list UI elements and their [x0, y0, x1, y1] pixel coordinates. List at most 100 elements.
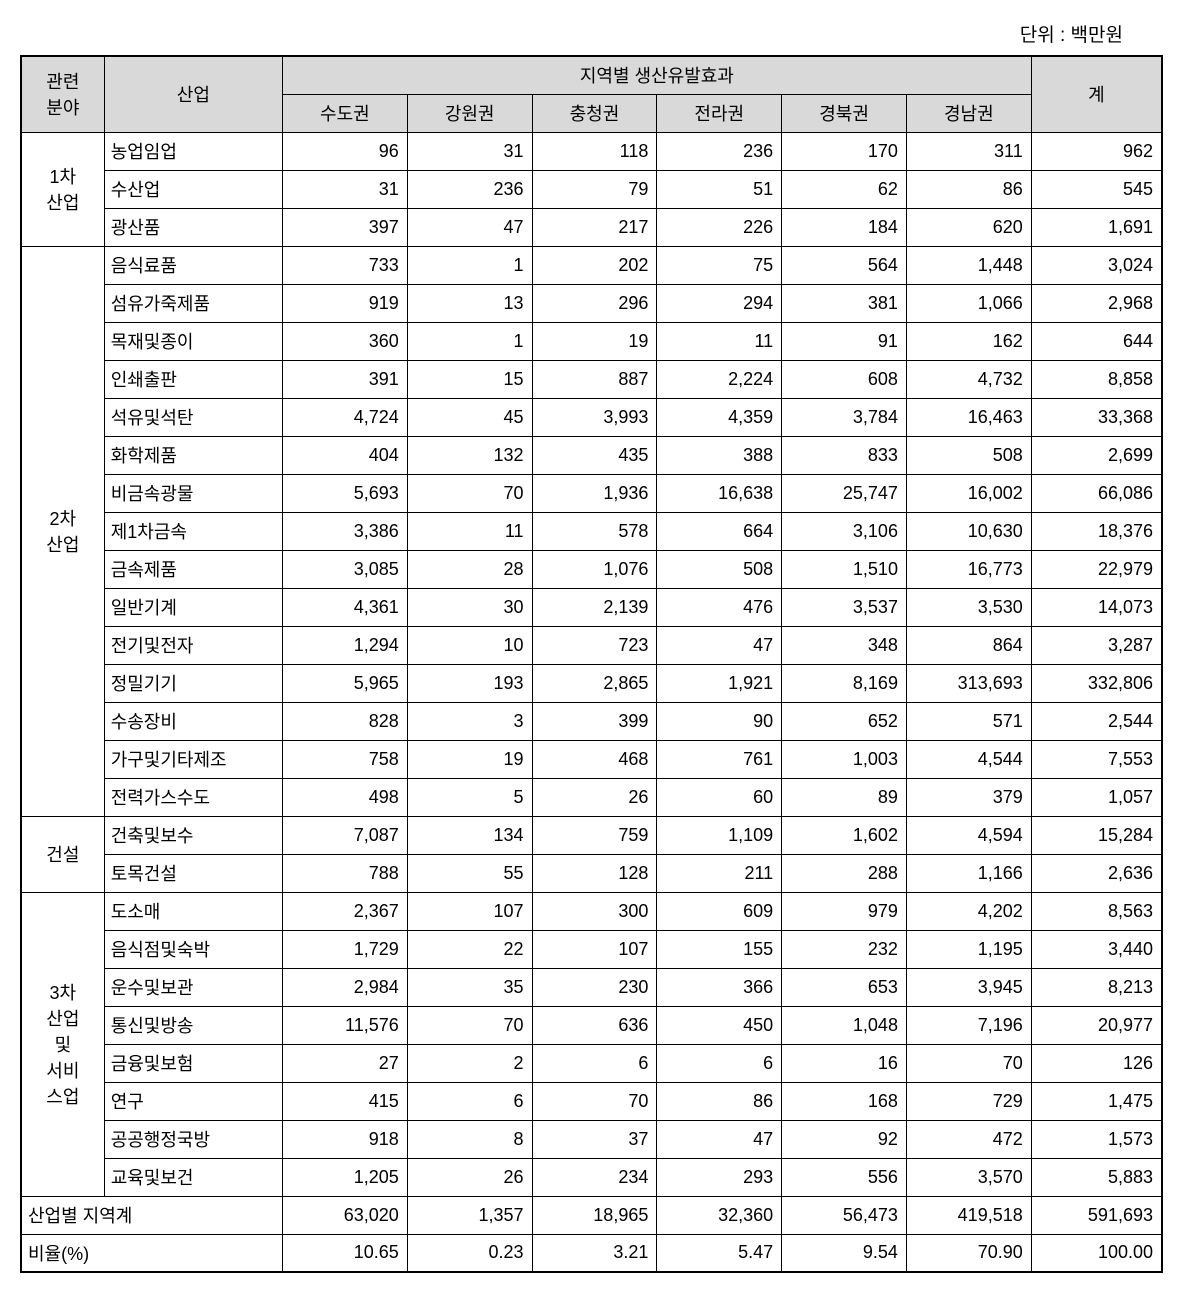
header-region-group: 지역별 생산유발효과 [282, 56, 1031, 94]
industry-cell: 비금속광물 [104, 474, 282, 512]
value-cell: 118 [532, 132, 657, 170]
value-cell: 571 [906, 702, 1031, 740]
value-cell: 4,202 [906, 892, 1031, 930]
value-cell: 415 [282, 1082, 407, 1120]
table-row: 수산업3123679516286545 [21, 170, 1162, 208]
value-cell: 391 [282, 360, 407, 398]
value-cell: 86 [657, 1082, 782, 1120]
industry-cell: 공공행정국방 [104, 1120, 282, 1158]
value-cell: 435 [532, 436, 657, 474]
value-cell: 232 [782, 930, 907, 968]
value-cell: 3,784 [782, 398, 907, 436]
value-cell: 5 [407, 778, 532, 816]
value-cell: 16,773 [906, 550, 1031, 588]
row-total-cell: 33,368 [1031, 398, 1162, 436]
value-cell: 75 [657, 246, 782, 284]
table-row: 섬유가죽제품919132962943811,0662,968 [21, 284, 1162, 322]
value-cell: 47 [657, 626, 782, 664]
value-cell: 90 [657, 702, 782, 740]
value-cell: 1,448 [906, 246, 1031, 284]
value-cell: 498 [282, 778, 407, 816]
value-cell: 2,367 [282, 892, 407, 930]
value-cell: 45 [407, 398, 532, 436]
value-cell: 31 [282, 170, 407, 208]
value-cell: 979 [782, 892, 907, 930]
table-row: 수송장비8283399906525712,544 [21, 702, 1162, 740]
industry-cell: 제1차금속 [104, 512, 282, 550]
value-cell: 51 [657, 170, 782, 208]
value-cell: 226 [657, 208, 782, 246]
table-row: 제1차금속3,386115786643,10610,63018,376 [21, 512, 1162, 550]
value-cell: 833 [782, 436, 907, 474]
value-cell: 1,921 [657, 664, 782, 702]
row-total-cell: 7,553 [1031, 740, 1162, 778]
industry-cell: 목재및종이 [104, 322, 282, 360]
value-cell: 37 [532, 1120, 657, 1158]
subtotal-value: 1,357 [407, 1196, 532, 1234]
value-cell: 313,693 [906, 664, 1031, 702]
ratio-value: 70.90 [906, 1234, 1031, 1272]
value-cell: 26 [532, 778, 657, 816]
table-row: 비금속광물5,693701,93616,63825,74716,00266,08… [21, 474, 1162, 512]
row-total-cell: 126 [1031, 1044, 1162, 1082]
row-total-cell: 5,883 [1031, 1158, 1162, 1196]
value-cell: 758 [282, 740, 407, 778]
industry-cell: 음식료품 [104, 246, 282, 284]
value-cell: 564 [782, 246, 907, 284]
ratio-value: 10.65 [282, 1234, 407, 1272]
row-total-cell: 3,287 [1031, 626, 1162, 664]
header-region-1: 강원권 [407, 94, 532, 132]
industry-cell: 석유및석탄 [104, 398, 282, 436]
industry-cell: 운수및보관 [104, 968, 282, 1006]
value-cell: 608 [782, 360, 907, 398]
value-cell: 3,085 [282, 550, 407, 588]
value-cell: 184 [782, 208, 907, 246]
value-cell: 3,945 [906, 968, 1031, 1006]
value-cell: 6 [532, 1044, 657, 1082]
row-total-cell: 1,057 [1031, 778, 1162, 816]
value-cell: 381 [782, 284, 907, 322]
header-region-2: 충청권 [532, 94, 657, 132]
value-cell: 31 [407, 132, 532, 170]
table-row: 가구및기타제조758194687611,0034,5447,553 [21, 740, 1162, 778]
value-cell: 404 [282, 436, 407, 474]
header-region-5: 경남권 [906, 94, 1031, 132]
industry-cell: 연구 [104, 1082, 282, 1120]
table-row: 전력가스수도49852660893791,057 [21, 778, 1162, 816]
table-row: 일반기계4,361302,1394763,5373,53014,073 [21, 588, 1162, 626]
value-cell: 25,747 [782, 474, 907, 512]
value-cell: 919 [282, 284, 407, 322]
value-cell: 1,510 [782, 550, 907, 588]
value-cell: 3,570 [906, 1158, 1031, 1196]
value-cell: 13 [407, 284, 532, 322]
value-cell: 4,732 [906, 360, 1031, 398]
value-cell: 4,724 [282, 398, 407, 436]
table-row: 1차 산업농업임업9631118236170311962 [21, 132, 1162, 170]
value-cell: 202 [532, 246, 657, 284]
data-table: 관련 분야 산업 지역별 생산유발효과 계 수도권 강원권 충청권 전라권 경북… [20, 55, 1163, 1273]
value-cell: 556 [782, 1158, 907, 1196]
value-cell: 7,087 [282, 816, 407, 854]
industry-cell: 가구및기타제조 [104, 740, 282, 778]
value-cell: 236 [407, 170, 532, 208]
subtotal-value: 32,360 [657, 1196, 782, 1234]
row-total-cell: 8,213 [1031, 968, 1162, 1006]
value-cell: 293 [657, 1158, 782, 1196]
value-cell: 1,195 [906, 930, 1031, 968]
value-cell: 300 [532, 892, 657, 930]
value-cell: 578 [532, 512, 657, 550]
value-cell: 2,139 [532, 588, 657, 626]
industry-cell: 광산품 [104, 208, 282, 246]
industry-cell: 도소매 [104, 892, 282, 930]
value-cell: 3 [407, 702, 532, 740]
table-row: 목재및종이3601191191162644 [21, 322, 1162, 360]
value-cell: 193 [407, 664, 532, 702]
industry-cell: 수송장비 [104, 702, 282, 740]
value-cell: 3,106 [782, 512, 907, 550]
table-row: 정밀기기5,9651932,8651,9218,169313,693332,80… [21, 664, 1162, 702]
value-cell: 11 [407, 512, 532, 550]
value-cell: 1,166 [906, 854, 1031, 892]
subtotal-total: 591,693 [1031, 1196, 1162, 1234]
value-cell: 4,359 [657, 398, 782, 436]
value-cell: 79 [532, 170, 657, 208]
